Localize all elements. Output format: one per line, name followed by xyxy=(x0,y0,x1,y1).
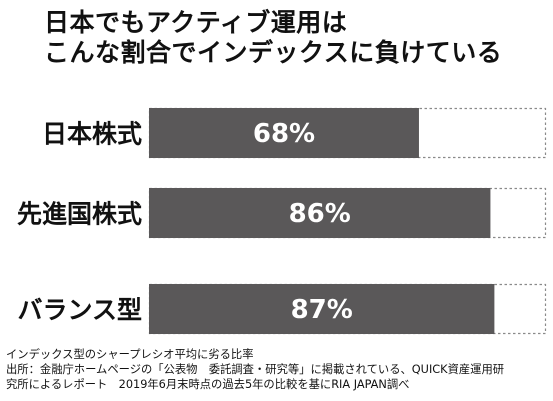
value-label-3: 87% xyxy=(291,295,353,325)
note-line-2: 出所：金融庁ホームページの「公表物 委託調査・研究等」に掲載されている、QUIC… xyxy=(6,363,505,376)
bar-chart: 日本株式 68% 先進国株式 86% バランス型 87% xyxy=(17,107,547,335)
category-label-3: バランス型 xyxy=(17,296,142,325)
value-label-1: 68% xyxy=(253,119,315,149)
chart-notes: インデックス型のシャープレシオ平均に劣る比率 出所：金融庁ホームページの「公表物… xyxy=(6,347,551,392)
chart-title-line-1: 日本でもアクティブ運用は xyxy=(44,8,348,37)
category-label-1: 日本株式 xyxy=(42,120,142,149)
bar-2 xyxy=(149,188,491,238)
chart-title: 日本でもアクティブ運用は こんな割合でインデックスに負けている xyxy=(44,8,524,68)
chart-title-line-2: こんな割合でインデックスに負けている xyxy=(44,38,503,67)
bar-1 xyxy=(149,108,419,158)
value-label-2: 86% xyxy=(289,199,351,229)
bar-3 xyxy=(149,284,495,334)
category-label-2: 先進国株式 xyxy=(17,200,142,229)
note-line-3: 究所によるレポート 2019年6月末時点の過去5年の比較を基にRIA JAPAN… xyxy=(6,378,410,391)
note-line-1: インデックス型のシャープレシオ平均に劣る比率 xyxy=(6,348,254,361)
